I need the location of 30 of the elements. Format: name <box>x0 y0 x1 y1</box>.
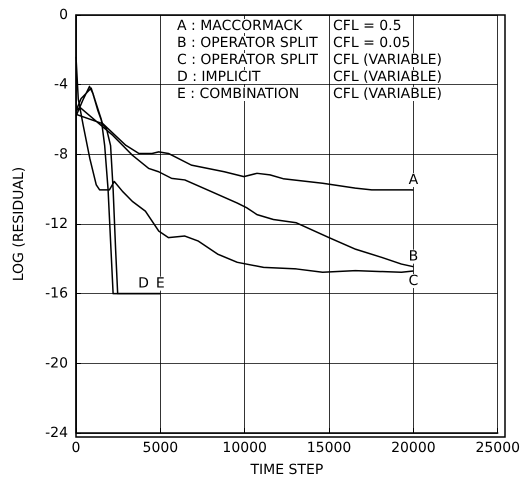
x-axis-title: TIME STEP <box>249 462 324 478</box>
x-tick-label: 20000 <box>391 440 436 456</box>
y-tick-label: 0 <box>59 7 68 23</box>
x-tick-label: 10000 <box>222 440 267 456</box>
y-tick-label: -8 <box>54 146 68 162</box>
series-label: B <box>408 248 418 265</box>
annotation: CFL = 0.5 <box>333 18 402 34</box>
y-tick-label: -12 <box>45 216 68 232</box>
annotation: A : MACCORMACK <box>177 18 304 34</box>
x-tick-label: 0 <box>72 440 80 456</box>
x-tick-label: 15000 <box>306 440 352 456</box>
series-label: C <box>408 273 418 290</box>
y-tick-label: -24 <box>45 425 68 441</box>
series-label: A <box>408 172 419 188</box>
annotation: CFL (VARIABLE) <box>333 52 442 68</box>
annotation: C : OPERATOR SPLIT <box>177 52 318 68</box>
x-tick-label: 5000 <box>142 440 178 456</box>
annotation: CFL (VARIABLE) <box>333 69 442 85</box>
y-tick-label: -20 <box>45 355 68 372</box>
y-tick-label: -4 <box>54 76 68 93</box>
x-tick-label: 25000 <box>475 440 520 456</box>
annotation: E : COMBINATION <box>177 86 300 102</box>
annotation: B : OPERATOR SPLIT <box>177 35 318 51</box>
y-axis-title: LOG (RESIDUAL) <box>11 166 27 282</box>
y-tick-label: -16 <box>45 286 68 302</box>
annotation: CFL (VARIABLE) <box>333 86 442 102</box>
annotation: CFL = 0.05 <box>333 35 410 51</box>
series-label: D <box>138 276 149 292</box>
annotation: D : IMPLICIT <box>177 69 261 85</box>
series-label: E <box>156 276 165 292</box>
